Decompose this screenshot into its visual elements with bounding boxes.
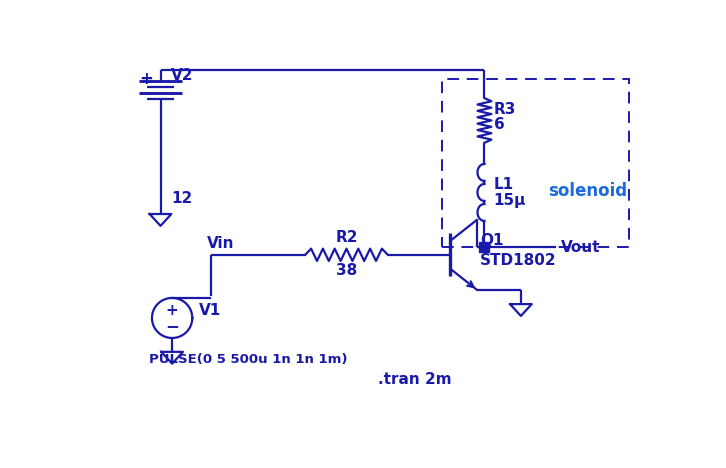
Text: PULSE(0 5 500u 1n 1n 1m): PULSE(0 5 500u 1n 1n 1m) (149, 353, 347, 366)
Bar (442, 79, 629, 247)
Text: 6: 6 (494, 117, 505, 132)
Text: R2: R2 (335, 230, 358, 245)
Text: R3: R3 (494, 102, 516, 117)
Text: +: + (166, 303, 179, 318)
Text: 15μ: 15μ (494, 193, 526, 208)
Text: −: − (166, 316, 179, 335)
Text: Vout: Vout (561, 240, 600, 255)
Text: +: + (139, 70, 152, 88)
Text: V1: V1 (198, 303, 221, 318)
Text: STD1802: STD1802 (480, 254, 556, 269)
Text: 38: 38 (336, 263, 357, 278)
Text: 12: 12 (171, 191, 192, 206)
Text: L1: L1 (494, 177, 514, 192)
Text: solenoid: solenoid (548, 182, 627, 200)
Text: Vin: Vin (207, 236, 234, 251)
Text: Q1: Q1 (480, 234, 503, 249)
Text: V2: V2 (171, 68, 194, 83)
Text: .tran 2m: .tran 2m (378, 372, 451, 387)
